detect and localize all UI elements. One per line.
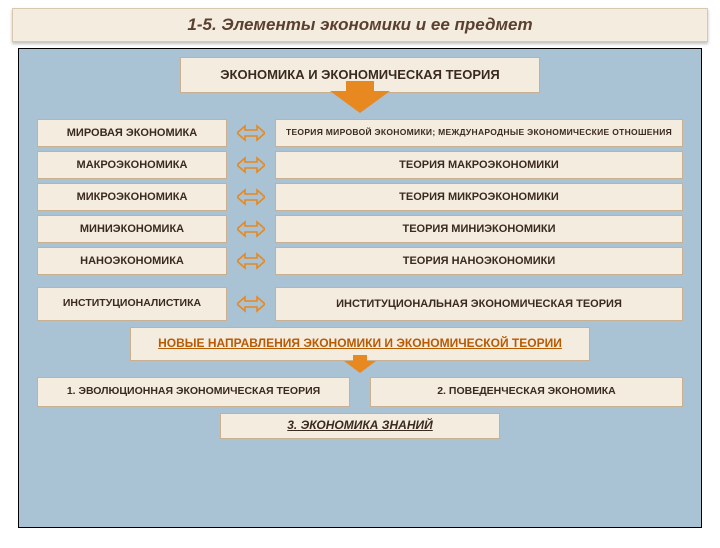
bottom-box-3: 3. ЭКОНОМИКА ЗНАНИЙ <box>220 413 500 439</box>
pair-right-box: ТЕОРИЯ МИКРОЭКОНОМИКИ <box>275 183 683 211</box>
pair-row: МИНИЭКОНОМИКА ТЕОРИЯ МИНИЭКОНОМИКИ <box>37 215 683 243</box>
arrow-down-large-icon <box>330 91 390 113</box>
inst-left-box: ИНСТИТУЦИОНАЛИСТИКА <box>37 287 227 321</box>
inst-right-box: ИНСТИТУЦИОНАЛЬНАЯ ЭКОНОМИЧЕСКАЯ ТЕОРИЯ <box>275 287 683 321</box>
bottom-row: 1. ЭВОЛЮЦИОННАЯ ЭКОНОМИЧЕСКАЯ ТЕОРИЯ 2. … <box>37 377 683 407</box>
pair-left-box: МИКРОЭКОНОМИКА <box>37 183 227 211</box>
pair-left-box: МАКРОЭКОНОМИКА <box>37 151 227 179</box>
double-arrow-icon <box>237 123 265 143</box>
pair-right-box: ТЕОРИЯ МАКРОЭКОНОМИКИ <box>275 151 683 179</box>
double-arrow-icon <box>237 294 265 314</box>
arrow-down-small-icon <box>344 361 376 373</box>
pair-row: НАНОЭКОНОМИКА ТЕОРИЯ НАНОЭКОНОМИКИ <box>37 247 683 275</box>
pairs-container: МИРОВАЯ ЭКОНОМИКА ТЕОРИЯ МИРОВОЙ ЭКОНОМИК… <box>37 119 683 275</box>
pair-left-box: МИНИЭКОНОМИКА <box>37 215 227 243</box>
institutional-row: ИНСТИТУЦИОНАЛИСТИКА ИНСТИТУЦИОНАЛЬНАЯ ЭК… <box>37 287 683 321</box>
bottom-box-1: 1. ЭВОЛЮЦИОННАЯ ЭКОНОМИЧЕСКАЯ ТЕОРИЯ <box>37 377 350 407</box>
double-arrow-icon <box>237 251 265 271</box>
pair-row: МАКРОЭКОНОМИКА ТЕОРИЯ МАКРОЭКОНОМИКИ <box>37 151 683 179</box>
pair-left-box: НАНОЭКОНОМИКА <box>37 247 227 275</box>
pair-right-box: ТЕОРИЯ МИРОВОЙ ЭКОНОМИКИ; МЕЖДУНАРОДНЫЕ … <box>275 119 683 147</box>
double-arrow-icon <box>237 187 265 207</box>
bottom-box-2: 2. ПОВЕДЕНЧЕСКАЯ ЭКОНОМИКА <box>370 377 683 407</box>
pair-left-box: МИРОВАЯ ЭКОНОМИКА <box>37 119 227 147</box>
double-arrow-icon <box>237 219 265 239</box>
pair-right-box: ТЕОРИЯ НАНОЭКОНОМИКИ <box>275 247 683 275</box>
double-arrow-icon <box>237 155 265 175</box>
pair-row: МИКРОЭКОНОМИКА ТЕОРИЯ МИКРОЭКОНОМИКИ <box>37 183 683 211</box>
pair-row: МИРОВАЯ ЭКОНОМИКА ТЕОРИЯ МИРОВОЙ ЭКОНОМИК… <box>37 119 683 147</box>
pair-right-box: ТЕОРИЯ МИНИЭКОНОМИКИ <box>275 215 683 243</box>
slide-title: 1-5. Элементы экономики и ее предмет <box>12 8 708 42</box>
diagram-panel: ЭКОНОМИКА И ЭКОНОМИЧЕСКАЯ ТЕОРИЯ МИРОВАЯ… <box>18 48 702 528</box>
